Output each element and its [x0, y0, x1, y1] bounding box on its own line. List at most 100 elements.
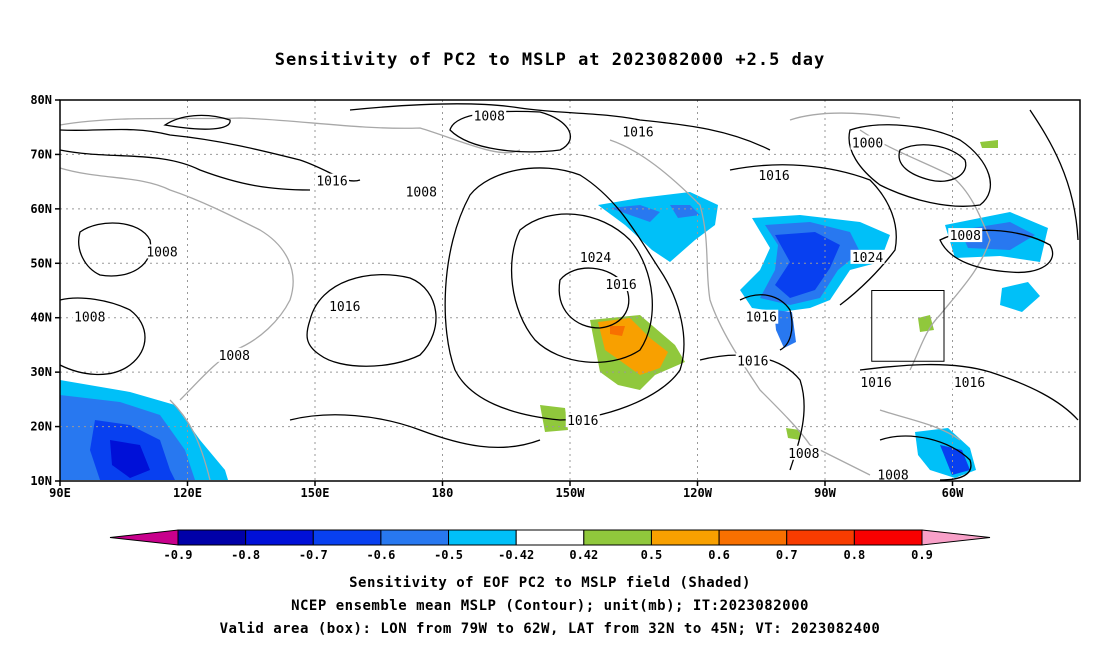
contour-label-bg: [948, 228, 983, 243]
valid-area-box: [871, 290, 945, 362]
coastlines: [59, 112, 991, 481]
contour-label-bg: [850, 249, 885, 264]
contour-label: 1016: [316, 175, 347, 190]
contour-label-bg: [565, 413, 600, 428]
footer-line-1: Sensitivity of EOF PC2 to MSLP field (Sh…: [349, 575, 751, 591]
contour-label: 1016: [860, 376, 891, 391]
colorbar-bin: [245, 529, 314, 546]
mslp-contours: [59, 103, 1079, 481]
colorbar-label: 0.7: [776, 548, 798, 562]
colorbar-bin: [583, 529, 652, 546]
contour-label-bg: [859, 375, 893, 390]
footer-line-3: Valid area (box): LON from 79W to 62W, L…: [219, 621, 881, 637]
shade-blue-alaska: [598, 192, 718, 262]
shade-blue-alaska-core: [610, 205, 700, 222]
contour-label: 1008: [406, 186, 437, 201]
contour-label-bg: [621, 124, 655, 139]
contour-label-bg: [757, 168, 791, 183]
contour-label: 1008: [877, 469, 908, 484]
y-tick-label: 40N: [30, 311, 52, 325]
contour-label: 1024: [580, 251, 611, 266]
contour-label-bg: [327, 298, 362, 313]
x-tick-label: 120W: [683, 486, 713, 500]
contour-label: 1016: [758, 169, 789, 184]
contour-label-bg: [604, 277, 638, 292]
contour-label: 1016: [622, 126, 653, 141]
colorbar-bin: [380, 529, 450, 546]
contour-label: 1000: [852, 137, 883, 152]
contour-label-bg: [735, 353, 770, 368]
shade-green-mexico: [786, 428, 800, 440]
contour-label: 1008: [474, 109, 505, 124]
contour-label: 1008: [219, 349, 250, 364]
shade-green-south-pacific: [540, 405, 568, 432]
x-tick-label: 150E: [301, 486, 330, 500]
y-tick-label: 30N: [30, 365, 52, 379]
contour-label-bg: [315, 173, 349, 188]
colorbar-bin: [921, 529, 991, 546]
colorbar-label: 0.8: [844, 548, 866, 562]
contour-label-bg: [876, 467, 910, 482]
colorbar-label: -0.8: [231, 548, 260, 562]
colorbar-bin: [515, 529, 585, 546]
shade-green-arctic: [980, 140, 998, 148]
contour-label: 1016: [746, 311, 777, 326]
y-tick-label: 10N: [30, 474, 52, 488]
colorbar-label: 0.6: [708, 548, 730, 562]
contour-label-bg: [850, 135, 885, 150]
colorbar-bin: [312, 529, 382, 546]
contour-label-bg: [145, 244, 179, 259]
x-tick-label: 150W: [556, 486, 586, 500]
colorbar-bin: [109, 529, 179, 546]
plot-title: Sensitivity of PC2 to MSLP at 2023082000…: [274, 50, 826, 70]
contour-label-bg: [786, 445, 821, 460]
y-tick-label: 80N: [30, 93, 52, 107]
x-tick-label: 90E: [49, 486, 71, 500]
colorbar-bin: [718, 529, 788, 546]
x-tick-label: 90W: [814, 486, 836, 500]
contour-label-bg: [578, 249, 613, 264]
colorbar-bin: [853, 529, 923, 546]
contour-label: 1016: [954, 376, 985, 391]
contour-label: 1016: [329, 300, 360, 315]
contour-label: 1008: [74, 311, 105, 326]
colorbar-bin: [650, 529, 720, 546]
contour-label-bg: [472, 108, 507, 123]
sensitivity-shading: [60, 140, 1048, 480]
shade-blue-atlantic: [1000, 282, 1040, 312]
contour-label: 1008: [788, 447, 819, 462]
colorbar-bin: [786, 529, 855, 546]
shade-red-pacific: [610, 326, 625, 336]
y-tick-label: 70N: [30, 147, 52, 161]
y-tick-label: 20N: [30, 420, 52, 434]
colorbar-label: -0.5: [434, 548, 463, 562]
x-tick-label: 60W: [942, 486, 964, 500]
contour-label-bg: [404, 184, 439, 199]
contour-label: 1016: [567, 414, 598, 429]
footer-line-2: NCEP ensemble mean MSLP (Contour); unit(…: [291, 598, 809, 614]
y-tick-label: 50N: [30, 256, 52, 270]
colorbar-bin: [448, 529, 517, 546]
colorbar-label: 0.42: [569, 548, 598, 562]
contour-label-bg: [217, 347, 252, 362]
colorbar-label: -0.6: [366, 548, 395, 562]
x-tick-label: 180: [432, 486, 454, 500]
contour-label-bg: [744, 309, 779, 324]
contour-label-bg: [72, 309, 107, 324]
shade-blue-caribbean-core: [940, 445, 970, 475]
x-tick-label: 120E: [173, 486, 202, 500]
shade-blue-southwest-deep: [110, 440, 150, 478]
contour-labels: 1008 1016 1000 1016 1008 1016 1008 1008 1024 1024…: [72, 108, 987, 484]
shade-blue-namerica-core: [775, 232, 840, 298]
colorbar-label: 0.5: [641, 548, 663, 562]
colorbar-label: 0.9: [911, 548, 933, 562]
colorbar-label: -0.42: [498, 548, 534, 562]
colorbar-label: -0.9: [164, 548, 193, 562]
y-tick-label: 60N: [30, 202, 52, 216]
shade-blue-california: [774, 310, 796, 348]
contour-label: 1008: [950, 229, 981, 244]
contour-label: 1024: [852, 251, 883, 266]
colorbar-label: -0.7: [299, 548, 328, 562]
